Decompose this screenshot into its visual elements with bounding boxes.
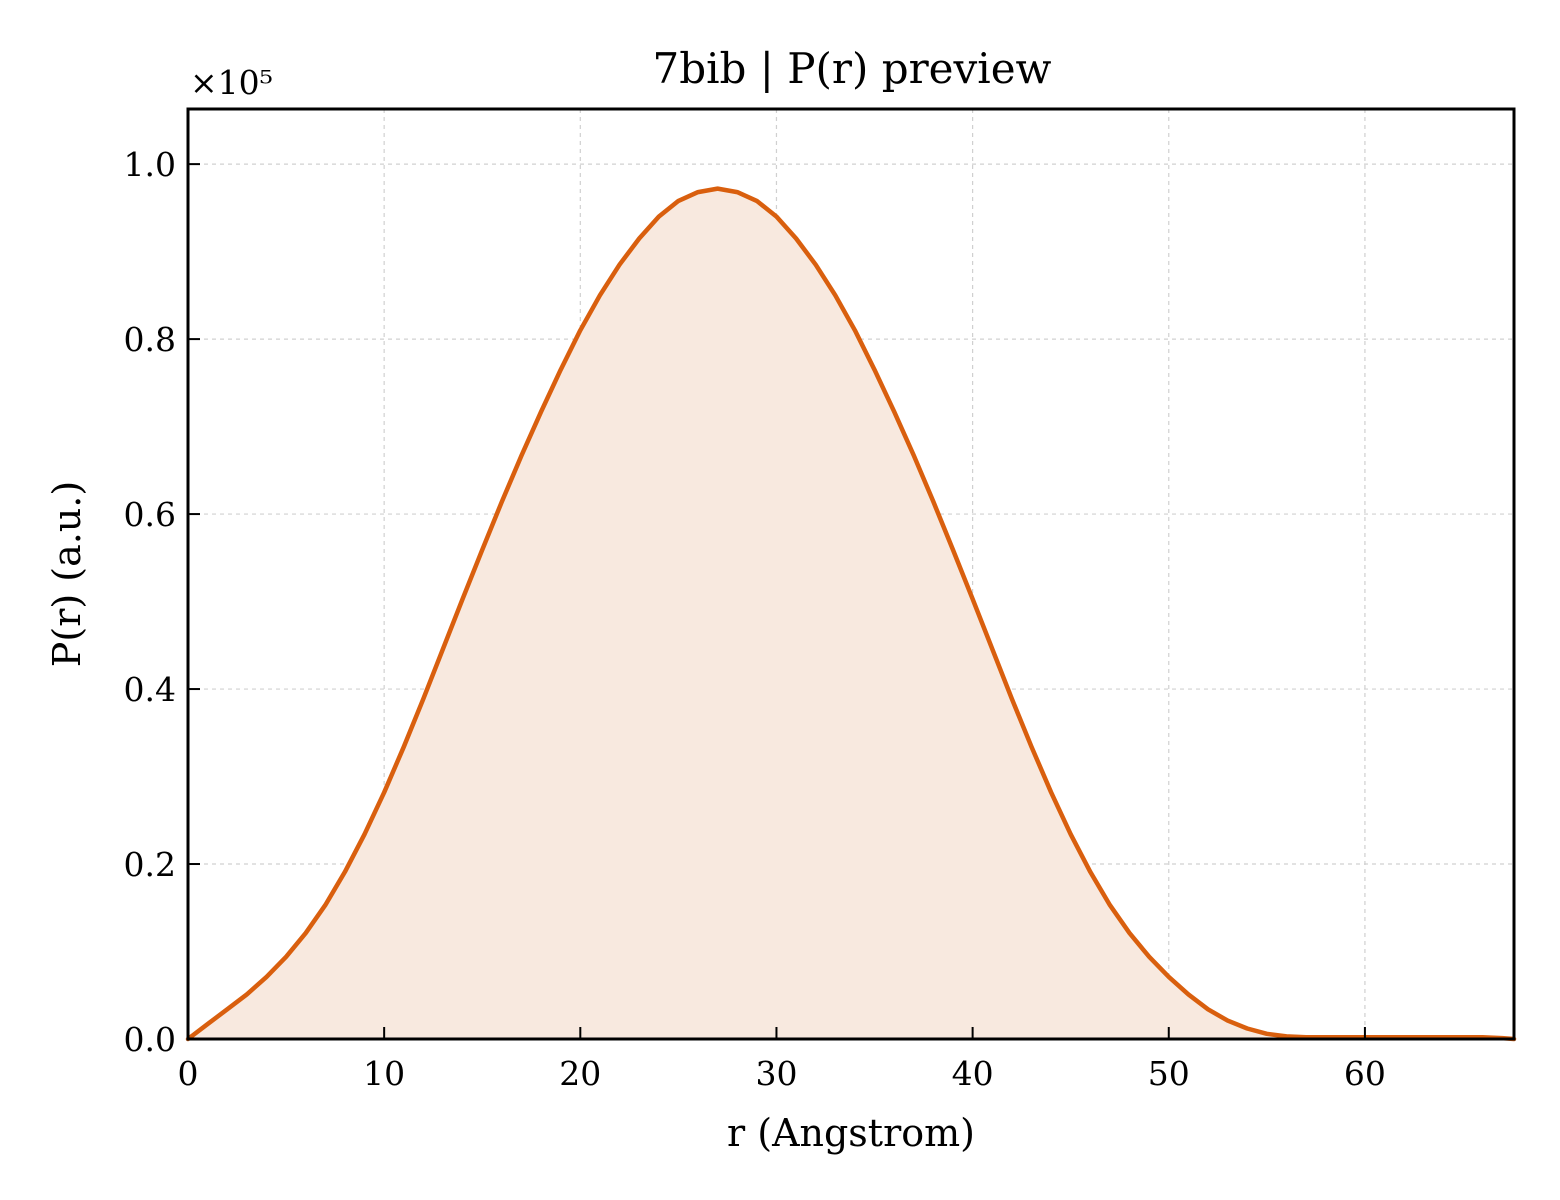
plot-frame <box>186 107 1516 1041</box>
x-tick-label: 0 <box>178 1054 199 1093</box>
y-tick-label: 0.0 <box>124 1020 176 1059</box>
x-tick-label: 30 <box>755 1054 797 1093</box>
x-tick-label: 20 <box>559 1054 601 1093</box>
y-tick-label: 0.6 <box>124 495 176 534</box>
y-tick-label: 0.4 <box>124 670 176 709</box>
y-tick-label: 0.8 <box>124 320 176 359</box>
x-tick-label: 10 <box>363 1054 405 1093</box>
series-area-fill <box>188 188 1514 1040</box>
x-tick-label: 50 <box>1148 1054 1190 1093</box>
y-offset-label: ×10⁵ <box>190 63 273 102</box>
y-tick-labels: 0.0 0.2 0.4 0.6 0.8 1.0 <box>124 145 176 1059</box>
y-axis-label: P(r) (a.u.) <box>45 481 89 667</box>
y-tick-label: 0.2 <box>124 845 176 884</box>
x-tick-label: 60 <box>1344 1054 1386 1093</box>
chart-title: 7bib | P(r) preview <box>652 44 1051 93</box>
y-tick-label: 1.0 <box>124 145 176 184</box>
area-fill-group <box>188 188 1514 1040</box>
x-tick-label: 40 <box>952 1054 994 1093</box>
series-line <box>185 186 1517 1042</box>
series-line-group <box>185 186 1517 1042</box>
x-axis-label: r (Angstrom) <box>727 1111 975 1155</box>
x-tick-labels: 0 10 20 30 40 50 60 <box>178 1054 1386 1093</box>
tick-marks <box>187 163 1366 1040</box>
